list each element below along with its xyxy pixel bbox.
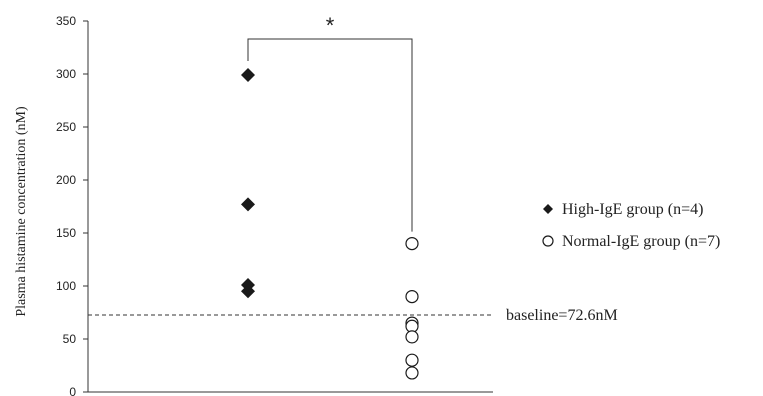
y-tick-label: 250 (56, 120, 76, 134)
data-point-circle (405, 366, 419, 380)
y-axis-label: Plasma histamine concentration (nM) (14, 106, 29, 317)
data-point-circle (405, 353, 419, 367)
significance-bracket: * (247, 13, 413, 232)
y-tick-label: 0 (69, 385, 76, 396)
data-point-diamond (241, 197, 255, 212)
data-point-circle (405, 290, 419, 304)
data-points (241, 68, 419, 380)
y-tick-label: 50 (63, 332, 77, 346)
legend-marker-circle (542, 235, 554, 247)
data-point-circle (405, 237, 419, 251)
baseline-label: baseline=72.6nM (506, 307, 618, 324)
legend-label: Normal-IgE group (n=7) (562, 233, 720, 250)
significance-star: * (326, 13, 335, 38)
data-point-diamond (241, 284, 255, 299)
axes: 0 50 100 150 200 250 300 350 Plasma histamine co… (14, 14, 493, 396)
data-point-diamond (241, 68, 255, 83)
y-tick-label: 300 (56, 67, 76, 81)
legend-marker-diamond (543, 204, 553, 214)
y-tick-label: 200 (56, 173, 76, 187)
legend: High-IgE group (n=4) Normal-IgE group (n=… (542, 201, 720, 250)
y-tick-label: 150 (56, 226, 76, 240)
legend-label: High-IgE group (n=4) (562, 201, 703, 218)
y-tick-label: 100 (56, 279, 76, 293)
bracket-line (247, 38, 413, 232)
data-point-circle (405, 330, 419, 344)
y-tick-label: 350 (56, 14, 76, 28)
baseline: baseline=72.6nM (88, 307, 618, 324)
